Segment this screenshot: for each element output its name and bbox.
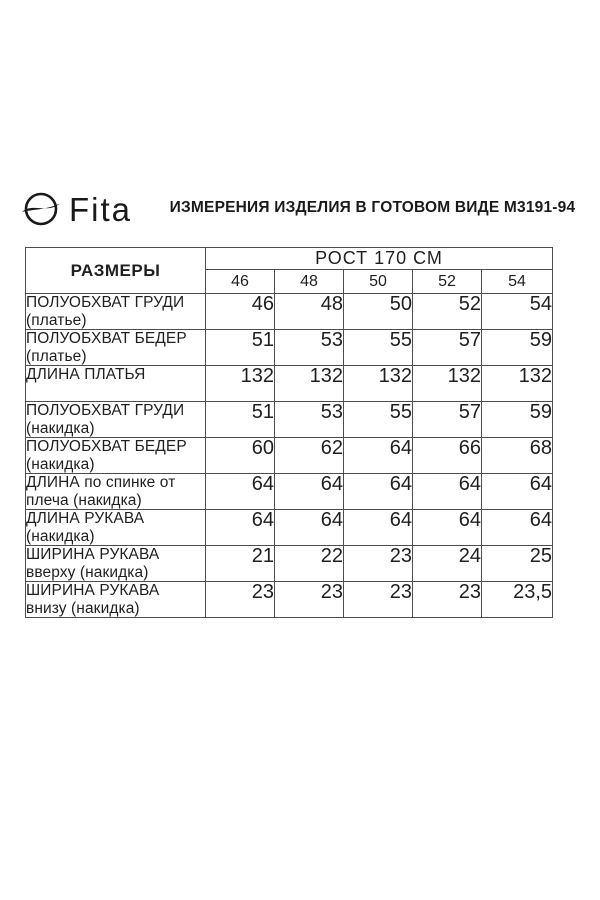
value-cell: 64 — [343, 509, 413, 546]
row-label-line: (накидка) — [26, 527, 95, 545]
row-label-line: (платье) — [26, 311, 87, 329]
value-cell: 64 — [205, 473, 275, 510]
value-cell: 64 — [412, 473, 482, 510]
row-label: ШИРИНА РУКАВА вверху (накидка) — [25, 545, 206, 582]
row-label-line: ДЛИНА по спинке от — [26, 474, 176, 492]
value-cell: 64 — [274, 509, 344, 546]
row-label-line: (накидка) — [26, 419, 95, 437]
value-cell: 132 — [274, 365, 344, 402]
value-cell: 22 — [274, 545, 344, 582]
row-label-line: (накидка) — [26, 455, 95, 473]
value-cell: 64 — [205, 509, 275, 546]
table-row: ДЛИНА ПЛАТЬЯ 132 132 132 132 132 — [25, 365, 554, 402]
value-cell: 23 — [205, 581, 275, 618]
row-label: ПОЛУОБХВАТ БЕДЕР (накидка) — [25, 437, 206, 474]
value-cell: 50 — [343, 293, 413, 330]
value-cell: 46 — [205, 293, 275, 330]
value-cell: 24 — [412, 545, 482, 582]
value-cell: 132 — [343, 365, 413, 402]
brand-logo: Fita — [20, 187, 132, 231]
value-cell: 48 — [274, 293, 344, 330]
table-row: ПОЛУОБХВАТ БЕДЕР (платье) 51 53 55 57 59 — [25, 329, 554, 366]
row-label-line: ПОЛУОБХВАТ ГРУДИ — [26, 294, 185, 312]
value-cell: 55 — [343, 329, 413, 366]
value-cell: 57 — [412, 401, 482, 438]
measurements-table: РАЗМЕРЫ РОСТ 170 СМ 46 48 50 52 54 ПОЛУО… — [25, 247, 554, 618]
page-title: ИЗМЕРЕНИЯ ИЗДЕЛИЯ В ГОТОВОМ ВИДЕ М3191-9… — [169, 199, 576, 216]
sizes-corner-header: РАЗМЕРЫ — [25, 247, 206, 294]
value-cell: 23,5 — [480, 581, 554, 618]
value-cell: 52 — [412, 293, 482, 330]
row-label-line: ПОЛУОБХВАТ БЕДЕР — [26, 330, 187, 348]
value-cell: 23 — [274, 581, 344, 618]
value-cell: 57 — [412, 329, 482, 366]
row-label: ДЛИНА ПЛАТЬЯ — [25, 365, 206, 402]
size-column-header: 48 — [274, 269, 344, 294]
table-row: ПОЛУОБХВАТ БЕДЕР (накидка) 60 62 64 66 6… — [25, 437, 554, 474]
size-column-header: 46 — [205, 269, 275, 294]
value-cell: 53 — [274, 329, 344, 366]
row-label: ДЛИНА по спинке от плеча (накидка) — [25, 473, 206, 510]
size-column-header: 50 — [343, 269, 413, 294]
row-label: ДЛИНА РУКАВА (накидка) — [25, 509, 206, 546]
value-cell: 132 — [412, 365, 482, 402]
value-cell: 53 — [274, 401, 344, 438]
row-label-line: ПОЛУОБХВАТ ГРУДИ — [26, 402, 185, 420]
row-label: ШИРИНА РУКАВА внизу (накидка) — [25, 581, 206, 618]
value-cell: 64 — [412, 509, 482, 546]
table-row: ШИРИНА РУКАВА внизу (накидка) 23 23 23 2… — [25, 581, 554, 618]
value-cell: 23 — [343, 545, 413, 582]
value-cell: 60 — [205, 437, 275, 474]
value-cell: 64 — [343, 437, 413, 474]
value-cell: 62 — [274, 437, 344, 474]
table-row: ДЛИНА РУКАВА (накидка) 64 64 64 64 64 — [25, 509, 554, 546]
row-label-line: ПОЛУОБХВАТ БЕДЕР — [26, 438, 187, 456]
value-cell: 64 — [480, 509, 554, 546]
row-label-line: ДЛИНА ПЛАТЬЯ — [26, 366, 146, 384]
row-label: ПОЛУОБХВАТ ГРУДИ (накидка) — [25, 401, 206, 438]
table-row: ДЛИНА по спинке от плеча (накидка) 64 64… — [25, 473, 554, 510]
table-header-row-1: РАЗМЕРЫ РОСТ 170 СМ — [25, 247, 554, 294]
row-label-line: плеча (накидка) — [26, 491, 142, 509]
brand-name: Fita — [69, 190, 133, 228]
table-row: ШИРИНА РУКАВА вверху (накидка) 21 22 23 … — [25, 545, 554, 582]
value-cell: 51 — [205, 401, 275, 438]
row-label-line: ШИРИНА РУКАВА — [26, 582, 160, 600]
value-cell: 64 — [480, 473, 554, 510]
value-cell: 64 — [274, 473, 344, 510]
row-label: ПОЛУОБХВАТ БЕДЕР (платье) — [25, 329, 206, 366]
row-label-line: ДЛИНА РУКАВА — [26, 510, 145, 528]
value-cell: 132 — [205, 365, 275, 402]
value-cell: 51 — [205, 329, 275, 366]
value-cell: 64 — [343, 473, 413, 510]
value-cell: 21 — [205, 545, 275, 582]
row-label-line: ШИРИНА РУКАВА — [26, 546, 160, 564]
value-cell: 132 — [480, 365, 554, 402]
value-cell: 59 — [480, 401, 554, 438]
row-label-line: (платье) — [26, 347, 87, 365]
value-cell: 59 — [480, 329, 554, 366]
value-cell: 23 — [343, 581, 413, 618]
row-label-line: вверху (накидка) — [26, 563, 149, 581]
size-column-header: 54 — [480, 269, 554, 294]
row-label: ПОЛУОБХВАТ ГРУДИ (платье) — [25, 293, 206, 330]
size-column-header: 52 — [412, 269, 482, 294]
value-cell: 55 — [343, 401, 413, 438]
table-header-row-2: 46 48 50 52 54 — [26, 269, 554, 294]
value-cell: 66 — [412, 437, 482, 474]
row-label-line: внизу (накидка) — [26, 599, 140, 617]
value-cell: 68 — [480, 437, 554, 474]
value-cell: 54 — [480, 293, 554, 330]
table-row: ПОЛУОБХВАТ ГРУДИ (платье) 46 48 50 52 54 — [25, 293, 554, 330]
value-cell: 25 — [480, 545, 554, 582]
fita-ring-swoosh-icon — [22, 192, 60, 226]
value-cell: 23 — [412, 581, 482, 618]
height-header: РОСТ 170 СМ — [204, 247, 554, 270]
table-row: ПОЛУОБХВАТ ГРУДИ (накидка) 51 53 55 57 5… — [25, 401, 554, 438]
